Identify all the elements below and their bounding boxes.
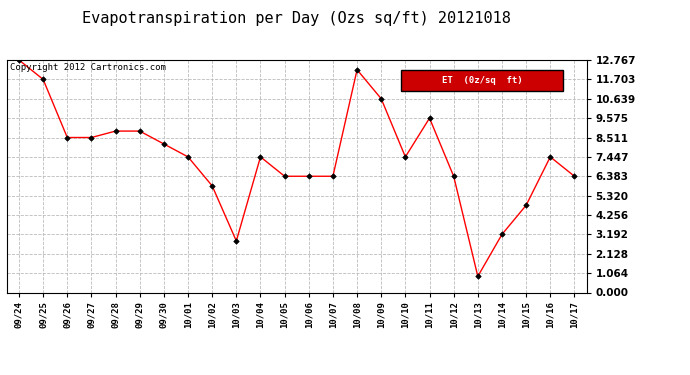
Text: Copyright 2012 Cartronics.com: Copyright 2012 Cartronics.com	[10, 63, 166, 72]
Text: Evapotranspiration per Day (Ozs sq/ft) 20121018: Evapotranspiration per Day (Ozs sq/ft) 2…	[82, 11, 511, 26]
FancyBboxPatch shape	[401, 70, 563, 92]
Text: ET  (0z/sq  ft): ET (0z/sq ft)	[442, 76, 522, 86]
